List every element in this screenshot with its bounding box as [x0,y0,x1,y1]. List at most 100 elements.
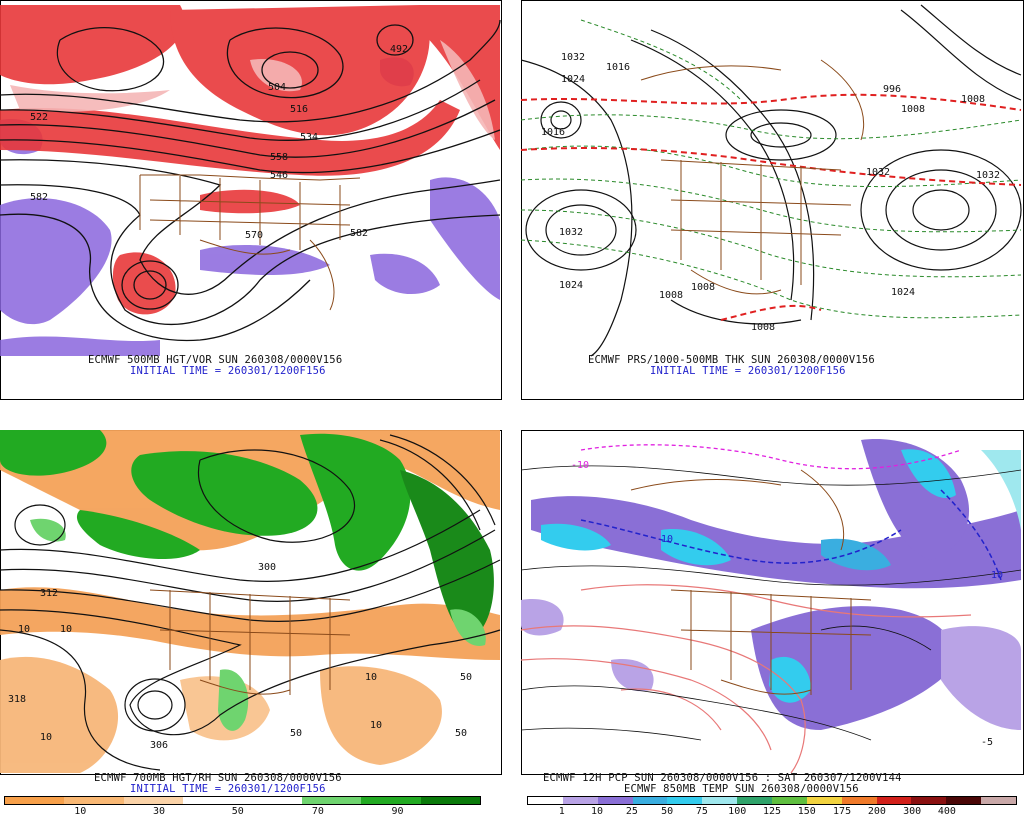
colorbar-swatch [632,797,668,804]
svg-text:534: 534 [300,132,318,143]
colorbar-tick: 10 [74,806,87,817]
svg-text:1008: 1008 [961,94,985,105]
svg-text:1032: 1032 [561,52,585,63]
map-500mb[interactable]: 522 558 546 570 582 492 504 516 534 582 [0,0,502,360]
svg-text:1008: 1008 [751,322,775,333]
map-mslp[interactable]: 1032 1024 1016 1016 1032 1024 1008 1008 … [521,0,1024,360]
svg-text:300: 300 [258,562,276,573]
colorbar-swatch [562,797,598,804]
contour-labels: 522 558 546 570 582 492 504 516 534 582 [30,44,408,241]
svg-text:10: 10 [991,570,1003,581]
svg-text:1032: 1032 [976,170,1000,181]
colorbar-swatch [772,797,807,804]
svg-text:1024: 1024 [891,287,915,298]
panel-500mb-vorticity: 522 558 546 570 582 492 504 516 534 582 … [0,0,502,400]
svg-text:546: 546 [270,170,288,181]
colorbar-swatch [702,797,738,804]
map-precip[interactable]: 10 10 -10 -5 [521,430,1024,775]
freezing-line-magenta [580,444,962,470]
svg-text:10: 10 [40,732,52,743]
rh-moist [0,430,494,731]
colorbar-swatch [667,797,703,804]
svg-text:492: 492 [390,44,408,55]
svg-text:50: 50 [460,672,472,683]
svg-text:318: 318 [8,694,26,705]
panel-initial-time: INITIAL TIME = 260301/1200F156 [650,365,846,377]
colorbar-swatch [420,797,480,804]
isobars [521,4,1022,357]
panel-frame [0,0,502,400]
panel-precip-850temp: 10 10 -10 -5 ECMWF 12H PCP SUN 260308/00… [521,430,1024,819]
colorbar-tick: 300 [903,806,922,817]
colorbar-swatch [528,797,563,804]
colorbar-tick: 50 [661,806,674,817]
colorbar-tick: 1 [558,806,565,817]
colorbar-swatch [361,797,421,804]
svg-text:1016: 1016 [606,62,630,73]
panel-initial-time: INITIAL TIME = 260301/1200F156 [130,365,326,377]
colorbar-tick: 175 [833,806,852,817]
svg-text:1008: 1008 [901,104,925,115]
panel-caption: ECMWF 700MB HGT/RH SUN 260308/0000V156 [94,772,342,784]
colorbar-swatch [123,797,184,804]
svg-text:10: 10 [60,624,72,635]
contour-labels: 10 10 -10 -5 [571,460,1003,748]
svg-text:504: 504 [268,82,286,93]
colorbar-swatch [242,797,302,804]
colorbar-swatch [806,797,842,804]
colorbar-tick: 200 [867,806,886,817]
colorbar-swatch [981,797,1017,804]
contour-labels: 312 318 306 300 10 10 10 50 50 10 50 10 [8,562,472,751]
svg-text:10: 10 [365,672,377,683]
colorbar-tick: 75 [695,806,708,817]
colorbar-swatch [64,797,124,804]
thickness-540 [521,93,1022,321]
colorbar-tick: 30 [152,806,166,817]
panel-caption: ECMWF 12H PCP SUN 260308/0000V156 : SAT … [543,772,902,784]
svg-text:1016: 1016 [541,127,565,138]
colorbar-swatch [301,797,362,804]
colorbar-tick: 10 [591,806,604,817]
svg-text:306: 306 [150,740,168,751]
contour-labels: 1032 1024 1016 1016 1032 1024 1008 1008 … [541,52,1000,333]
rh-colorbar-ticks: 10 30 50 70 90 [4,806,481,818]
map-700mb[interactable]: 312 318 306 300 10 10 10 50 50 10 50 10 [0,430,502,775]
panel-caption: ECMWF 500MB HGT/VOR SUN 260308/0000V156 [88,354,343,366]
colorbar-tick: 100 [728,806,747,817]
colorbar-tick: 50 [231,806,244,817]
svg-text:1032: 1032 [559,227,583,238]
colorbar-tick: 400 [937,806,956,817]
svg-text:1032: 1032 [866,167,890,178]
svg-text:996: 996 [883,84,901,95]
svg-text:570: 570 [245,230,263,241]
svg-text:312: 312 [40,588,58,599]
svg-text:582: 582 [30,192,48,203]
colorbar-swatch [5,797,65,804]
svg-text:558: 558 [270,152,288,163]
colorbar-swatch [946,797,982,804]
svg-text:10: 10 [370,720,382,731]
panel-mslp-thickness: 1032 1024 1016 1016 1032 1024 1008 1008 … [521,0,1024,400]
colorbar-swatch [841,797,877,804]
colorbar-swatch [597,797,633,804]
panel-caption: ECMWF PRS/1000-500MB THK SUN 260308/0000… [588,354,875,366]
svg-text:-5: -5 [981,737,993,748]
precip-shading [521,439,1021,730]
colorbar-swatch [876,797,912,804]
svg-text:1008: 1008 [659,290,683,301]
colorbar-tick: 70 [311,806,324,817]
colorbar-tick: 25 [625,806,638,817]
colorbar-swatch [737,797,773,804]
svg-text:50: 50 [290,728,302,739]
colorbar-tick: 125 [762,806,782,817]
political-borders [149,589,351,695]
temperature-contours-cold [580,489,1002,581]
political-borders [640,59,865,295]
colorbar-tick: 90 [391,806,404,817]
svg-text:10: 10 [18,624,30,635]
svg-text:1024: 1024 [559,280,583,291]
panel-caption-temp: ECMWF 850MB TEMP SUN 260308/0000V156 [624,783,859,795]
precip-colorbar [527,796,1017,805]
vorticity-positive [0,5,500,315]
svg-text:516: 516 [290,104,308,115]
